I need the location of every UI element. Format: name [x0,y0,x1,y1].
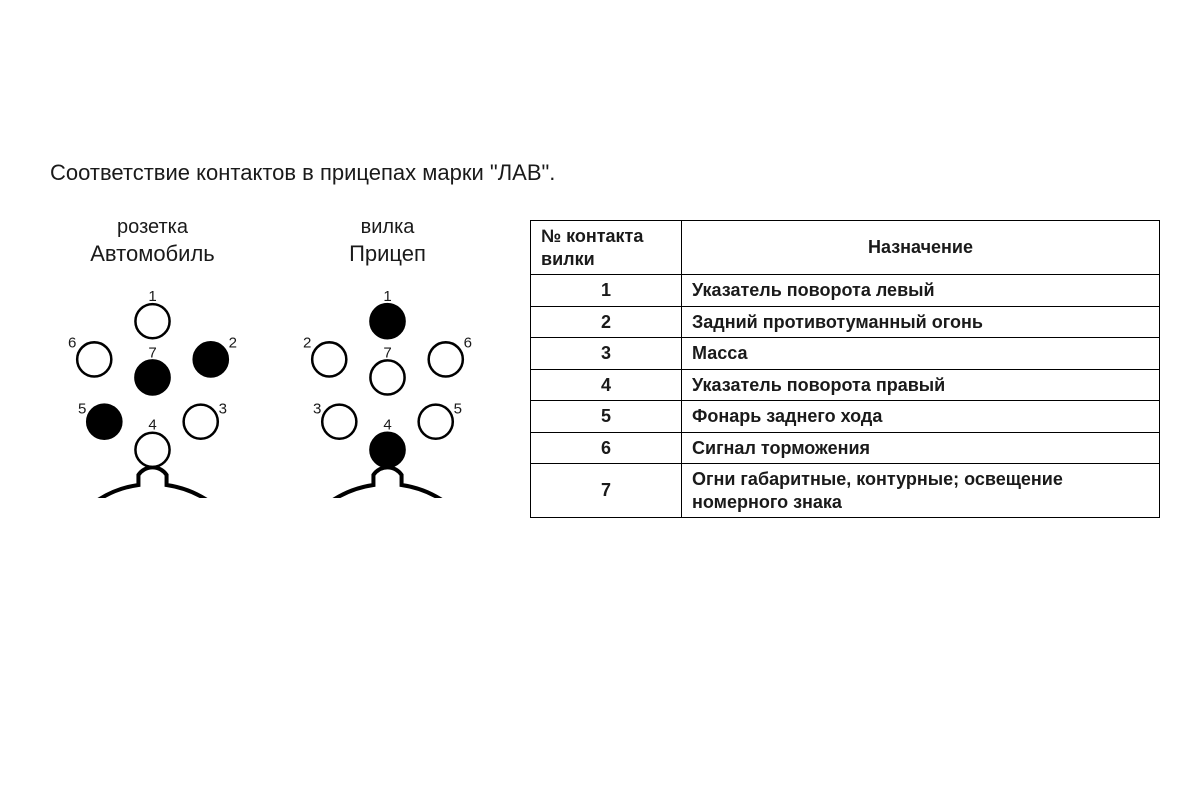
table-row: 1Указатель поворота левый [531,275,1160,307]
cell-description: Фонарь заднего хода [682,401,1160,433]
pin-label: 7 [148,344,156,361]
cell-pin-number: 3 [531,338,682,370]
cell-description: Задний противотуманный огонь [682,306,1160,338]
header-pin-number: № контакта вилки [531,221,682,275]
table-row: 6Сигнал торможения [531,432,1160,464]
cell-pin-number: 5 [531,401,682,433]
pin-circle [370,304,404,338]
pin-label: 4 [383,417,391,434]
socket-diagram: 1 2 3 4 5 6 7 [40,273,265,498]
pin-label: 1 [383,288,391,305]
cell-description: Указатель поворота правый [682,369,1160,401]
pin-circle [135,304,169,338]
pin-circle [322,405,356,439]
pin-circle [312,342,346,376]
content-row: розетка Автомобиль 1234567 вилка Прицеп … [40,216,1160,518]
pin-label: 5 [454,401,462,418]
page: Соответствие контактов в прицепах марки … [0,0,1200,800]
page-title: Соответствие контактов в прицепах марки … [40,160,1160,186]
table-row: 5Фонарь заднего хода [531,401,1160,433]
cell-description: Огни габаритные, контурные; освещение но… [682,464,1160,518]
cell-pin-number: 7 [531,464,682,518]
pin-label: 2 [303,334,311,351]
connector-label: Автомобиль [40,241,265,267]
pin-label: 3 [219,401,227,418]
pin-circle [419,405,453,439]
pin-label: 6 [464,334,472,351]
cell-description: Сигнал торможения [682,432,1160,464]
pin-circle [370,433,404,467]
pin-circle [429,342,463,376]
pin-label: 7 [383,344,391,361]
pin-label: 4 [148,417,156,434]
table-row: 3Масса [531,338,1160,370]
cell-pin-number: 6 [531,432,682,464]
table-row: 2Задний противотуманный огонь [531,306,1160,338]
pin-table: № контакта вилки Назначение 1Указатель п… [530,220,1160,518]
pin-circle [135,360,169,394]
connector-subtitle: вилка [275,216,500,239]
connector-label: Прицеп [275,241,500,267]
pin-circle [370,360,404,394]
connector-diagrams: розетка Автомобиль 1 2 3 4 5 6 7 вилка Прицеп … [40,216,500,498]
pin-label: 3 [313,401,321,418]
cell-description: Указатель поворота левый [682,275,1160,307]
pin-label: 5 [78,401,86,418]
pin-circle [77,342,111,376]
pin-circle [87,405,121,439]
connector-subtitle: розетка [40,216,265,239]
cell-description: Масса [682,338,1160,370]
pin-circle [194,342,228,376]
pin-label: 6 [68,334,76,351]
cell-pin-number: 1 [531,275,682,307]
table-header-row: № контакта вилки Назначение [531,221,1160,275]
cell-pin-number: 2 [531,306,682,338]
table-row: 7Огни габаритные, контурные; освещение н… [531,464,1160,518]
header-description: Назначение [682,221,1160,275]
pin-circle [135,433,169,467]
cell-pin-number: 4 [531,369,682,401]
plug-diagram: 1 2 3 4 5 6 7 [275,273,500,498]
pin-circle [184,405,218,439]
pin-label: 2 [229,334,237,351]
table-body: 1Указатель поворота левый2Задний противо… [531,275,1160,518]
table-row: 4Указатель поворота правый [531,369,1160,401]
connector-plug: вилка Прицеп 1 2 3 4 5 6 7 [275,216,500,498]
connector-socket: розетка Автомобиль 1 2 3 4 5 6 7 [40,216,265,498]
pin-label: 1 [148,288,156,305]
